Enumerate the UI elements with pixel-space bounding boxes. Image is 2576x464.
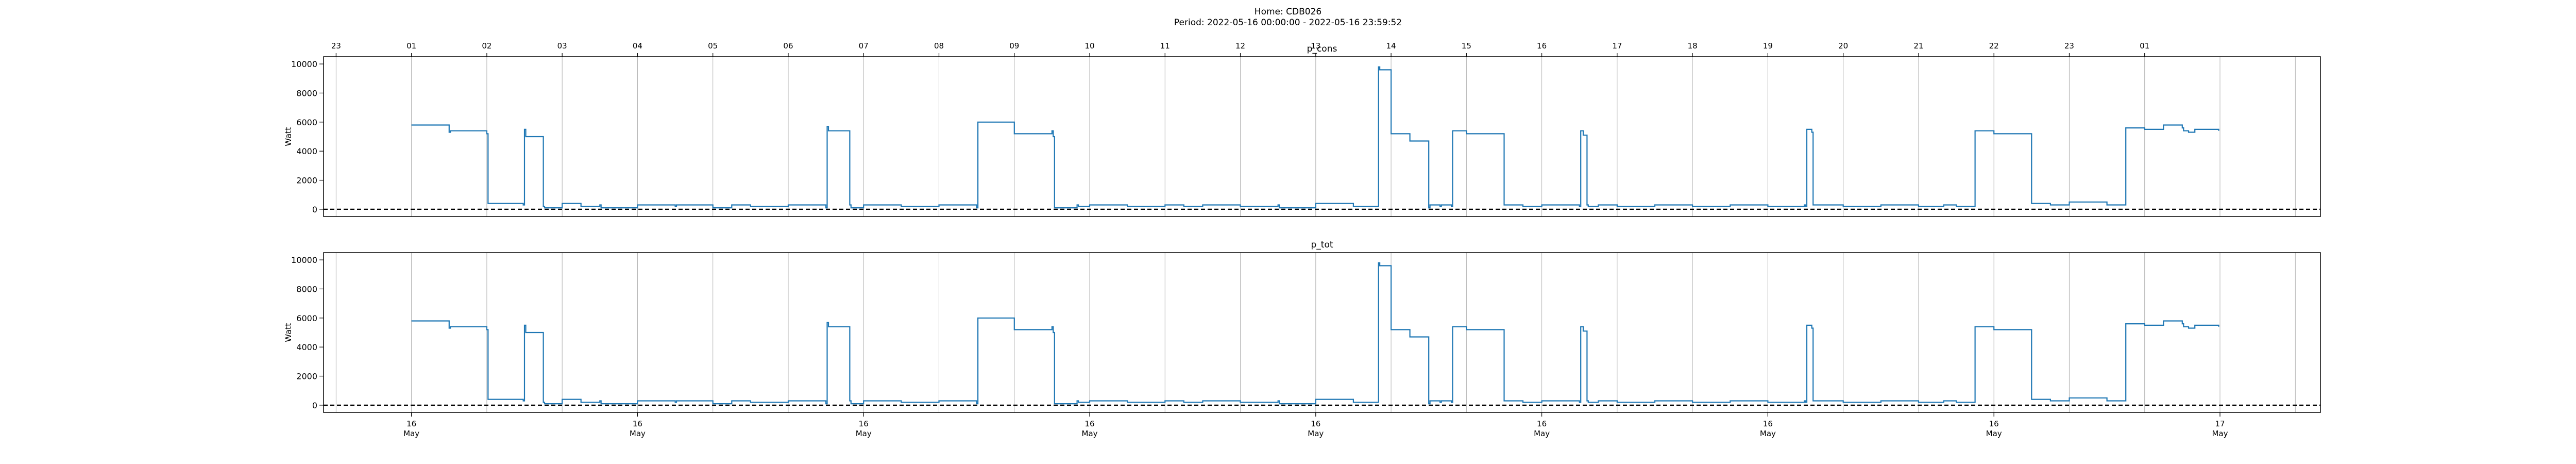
x-bottom-tick-day: 16 [1989, 419, 1999, 428]
y-tick-label: 2000 [296, 372, 317, 382]
x-bottom-tick-month: May [630, 429, 646, 438]
x-bottom-tick-month: May [1308, 429, 1324, 438]
x-bottom-tick-day: 16 [406, 419, 416, 428]
x-top-tick-label: 17 [1612, 41, 1622, 51]
plot-frame [323, 252, 2321, 413]
x-top-tick-label: 02 [482, 41, 492, 51]
x-bottom-tick-day: 16 [1537, 419, 1547, 428]
panel-title: p_cons [1307, 44, 1337, 54]
x-bottom-tick-month: May [1082, 429, 1098, 438]
x-bottom-tick-month: May [1986, 429, 2002, 438]
x-top-tick-label: 13 [1311, 41, 1320, 51]
x-bottom-tick-day: 16 [859, 419, 869, 428]
y-tick-label: 10000 [291, 59, 317, 69]
x-bottom-tick-day: 16 [1311, 419, 1320, 428]
x-top-tick-label: 08 [934, 41, 944, 51]
x-top-tick-label: 11 [1160, 41, 1170, 51]
chart-panel-p-cons: 0 2000 4000 6000 8000 10000 Watt p_cons 23 01 02 03… [283, 41, 2321, 217]
x-bottom-tick-month: May [403, 429, 419, 438]
y-tick-label: 0 [312, 401, 317, 410]
y-tick-label: 0 [312, 205, 317, 214]
x-bottom-tick-month: May [1760, 429, 1776, 438]
x-bottom-tick-day: 16 [633, 419, 642, 428]
y-tick-label: 8000 [296, 88, 317, 98]
figure-subtitle: Period: 2022-05-16 00:00:00 - 2022-05-16… [1174, 18, 1402, 28]
y-tick-label: 10000 [291, 255, 317, 265]
x-top-tick-label: 19 [1763, 41, 1773, 51]
x-top-tick-label: 01 [2140, 41, 2149, 51]
x-top-tick-label: 05 [708, 41, 718, 51]
y-tick-label: 2000 [296, 176, 317, 186]
x-bottom-tick-month: May [1534, 429, 1550, 438]
chart-panel-p-tot: 0200040006000800010000Wattp_tot16May16Ma… [283, 240, 2321, 438]
y-tick-label: 6000 [296, 313, 317, 323]
x-top-tick-label: 10 [1084, 41, 1094, 51]
y-tick-label: 6000 [296, 118, 317, 127]
x-bottom-tick-day: 16 [1763, 419, 1773, 428]
series-line [411, 262, 2219, 405]
x-top-tick-label: 21 [1913, 41, 1923, 51]
x-top-tick-label: 07 [859, 41, 869, 51]
x-top-tick-label: 12 [1235, 41, 1245, 51]
x-top-tick-label: 03 [557, 41, 567, 51]
x-bottom-tick-day: 17 [2215, 419, 2225, 428]
x-top-tick-label: 20 [1838, 41, 1848, 51]
y-tick-label: 4000 [296, 146, 317, 156]
x-top-tick-label: 14 [1386, 41, 1396, 51]
x-top-tick-label: 22 [1989, 41, 1999, 51]
figure-title: Home: CDB026 [1254, 7, 1322, 17]
x-top-tick-label: 15 [1462, 41, 1471, 51]
y-tick-label: 4000 [296, 342, 317, 352]
plot-frame [323, 56, 2321, 217]
x-bottom-tick-month: May [856, 429, 872, 438]
panel-title: p_tot [1311, 240, 1333, 250]
x-bottom-tick-day: 16 [1084, 419, 1094, 428]
x-top-tick-label: 04 [633, 41, 642, 51]
x-top-tick-label: 16 [1537, 41, 1547, 51]
x-top-tick-label: 18 [1688, 41, 1698, 51]
x-bottom-tick-month: May [2212, 429, 2228, 438]
x-top-tick-label: 09 [1009, 41, 1019, 51]
y-axis-label: Watt [283, 127, 293, 146]
x-top-tick-label: 23 [2064, 41, 2074, 51]
y-axis-label: Watt [283, 323, 293, 342]
y-tick-label: 8000 [296, 284, 317, 294]
x-top-tick-label: 23 [331, 41, 341, 51]
x-top-tick-label: 06 [783, 41, 793, 51]
x-top-tick-label: 01 [406, 41, 416, 51]
series-line [411, 66, 2219, 209]
